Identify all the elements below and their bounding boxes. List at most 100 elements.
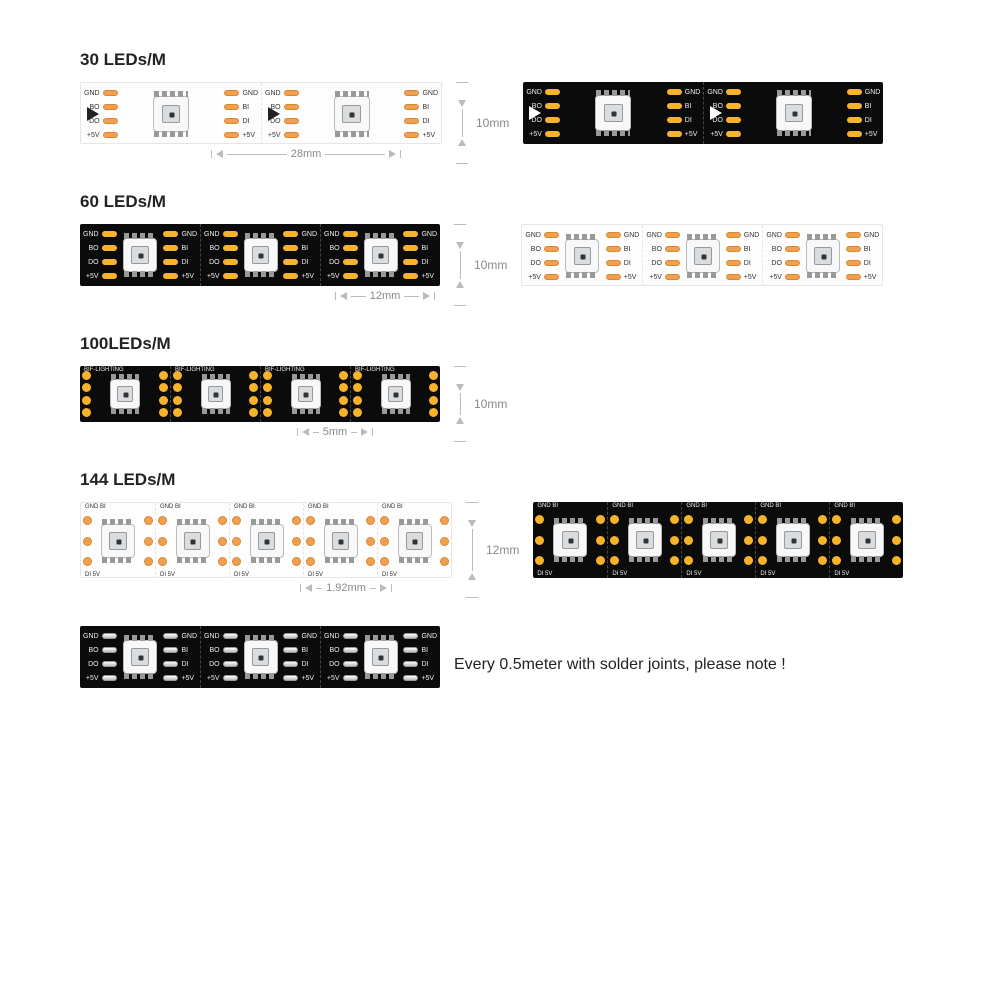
solder-pads-left: GNDBODO+5V — [766, 225, 800, 286]
led-strip: BIF-LIGHTINGBIF-LIGHTINGBIF-LIGHTINGBIF-… — [80, 366, 440, 422]
led-chip — [110, 379, 140, 409]
solder-pads-right — [818, 502, 827, 578]
dimension-label: 10mm — [476, 116, 509, 130]
horizontal-dimension: 5mm — [297, 426, 373, 438]
solder-pads-left: GNDBODO+5V — [324, 626, 358, 688]
led-chip — [364, 238, 398, 272]
solder-pads-right: GNDBIDI+5V — [606, 225, 640, 286]
led-strip: GNDBODO+5VGNDBIDI+5VGNDBODO+5VGNDBIDI+5V… — [80, 224, 440, 286]
led-strip: GNDBODO+5VGNDBIDI+5VGNDBODO+5VGNDBIDI+5V… — [80, 626, 440, 688]
vertical-dimension: 10mm — [456, 82, 509, 164]
solder-pads-right: GNDBIDI+5V — [403, 224, 437, 286]
led-chip — [686, 239, 720, 273]
section-title: 100LEDs/M — [80, 334, 920, 354]
solder-pads-right — [339, 366, 348, 422]
solder-pads-right: GNDBIDI+5V — [726, 225, 760, 286]
led-chip — [176, 524, 210, 558]
led-strip: GNDBODO+5VGNDBIDI+5VGNDBODO+5VGNDBIDI+5V — [523, 82, 883, 144]
solder-pads-left: GNDBODO+5V — [646, 225, 680, 286]
led-chip — [324, 524, 358, 558]
led-chip — [250, 524, 284, 558]
solder-pads-right: GNDBIDI+5V — [224, 83, 258, 144]
solder-pads-left: GNDBODO+5V — [525, 225, 559, 286]
horizontal-dimension: 28mm — [211, 148, 402, 160]
section-title: 60 LEDs/M — [80, 192, 920, 212]
solder-pads-right: GNDBIDI+5V — [847, 82, 881, 144]
dimension-label: 12mm — [486, 543, 519, 557]
solder-pads-right — [218, 503, 227, 578]
solder-pads-left — [684, 502, 693, 578]
dimension-label: 28mm — [291, 148, 322, 160]
led-chip — [334, 96, 370, 132]
led-chip — [101, 524, 135, 558]
section-title: 30 LEDs/M — [80, 50, 920, 70]
led-strip: GND BIDI 5VGND BIDI 5VGND BIDI 5VGND BID… — [533, 502, 903, 578]
solder-pads-left — [535, 502, 544, 578]
solder-pads-right: GNDBIDI+5V — [163, 224, 197, 286]
vertical-dimension: 12mm — [466, 502, 519, 598]
dimension-label: 10mm — [474, 397, 507, 411]
led-chip — [565, 239, 599, 273]
led-chip — [628, 523, 662, 557]
led-chip — [291, 379, 321, 409]
solder-pads-left: GNDBODO+5V — [83, 626, 117, 688]
led-chip — [123, 238, 157, 272]
solder-pads-left — [82, 366, 91, 422]
footer-note: Every 0.5meter with solder joints, pleas… — [454, 626, 786, 674]
led-chip — [244, 238, 278, 272]
led-strip: GND BIDI 5VGND BIDI 5VGND BIDI 5VGND BID… — [80, 502, 452, 578]
horizontal-dimension: 12mm — [335, 290, 436, 302]
solder-pads-right — [596, 502, 605, 578]
solder-pads-right — [670, 502, 679, 578]
led-chip — [850, 523, 884, 557]
led-chip — [381, 379, 411, 409]
solder-pads-left — [610, 502, 619, 578]
solder-pads-right — [292, 503, 301, 578]
solder-pads-left — [353, 366, 362, 422]
solder-pads-right — [440, 503, 449, 578]
solder-pads-left: GNDBODO+5V — [204, 224, 238, 286]
led-chip — [806, 239, 840, 273]
solder-pads-left — [758, 502, 767, 578]
solder-pads-left — [263, 366, 272, 422]
vertical-dimension: 10mm — [454, 366, 507, 442]
solder-pads-left — [83, 503, 92, 578]
led-chip — [364, 640, 398, 674]
dimension-label: 5mm — [323, 426, 347, 438]
solder-pads-left — [158, 503, 167, 578]
solder-pads-right — [744, 502, 753, 578]
led-chip — [244, 640, 278, 674]
direction-arrow-icon — [529, 106, 541, 120]
solder-pads-left — [173, 366, 182, 422]
section-title: 144 LEDs/M — [80, 470, 920, 490]
solder-pads-right: GNDBIDI+5V — [163, 626, 197, 688]
vertical-dimension: 10mm — [454, 224, 507, 306]
led-chip — [702, 523, 736, 557]
solder-pads-right: GNDBIDI+5V — [846, 225, 880, 286]
solder-pads-left: GNDBODO+5V — [324, 224, 358, 286]
solder-pads-right: GNDBIDI+5V — [403, 626, 437, 688]
solder-pads-right: GNDBIDI+5V — [404, 83, 438, 144]
led-strip: GNDBODO+5VGNDBIDI+5VGNDBODO+5VGNDBIDI+5V — [80, 82, 442, 144]
solder-pads-right: GNDBIDI+5V — [283, 224, 317, 286]
direction-arrow-icon — [710, 106, 722, 120]
solder-pads-right — [366, 503, 375, 578]
solder-pads-left — [380, 503, 389, 578]
led-chip — [776, 523, 810, 557]
led-strip: GNDBODO+5VGNDBIDI+5VGNDBODO+5VGNDBIDI+5V… — [521, 224, 883, 286]
horizontal-dimension: 1.92mm — [300, 582, 392, 594]
solder-pads-left — [832, 502, 841, 578]
dimension-label: 12mm — [370, 290, 401, 302]
direction-arrow-icon — [268, 107, 280, 121]
led-chip — [553, 523, 587, 557]
direction-arrow-icon — [87, 107, 99, 121]
solder-pads-left: GNDBODO+5V — [83, 224, 117, 286]
led-chip — [398, 524, 432, 558]
solder-pads-left — [232, 503, 241, 578]
solder-pads-right — [159, 366, 168, 422]
solder-pads-right — [249, 366, 258, 422]
solder-pads-right — [144, 503, 153, 578]
solder-pads-right — [429, 366, 438, 422]
led-chip — [123, 640, 157, 674]
solder-pads-right: GNDBIDI+5V — [283, 626, 317, 688]
